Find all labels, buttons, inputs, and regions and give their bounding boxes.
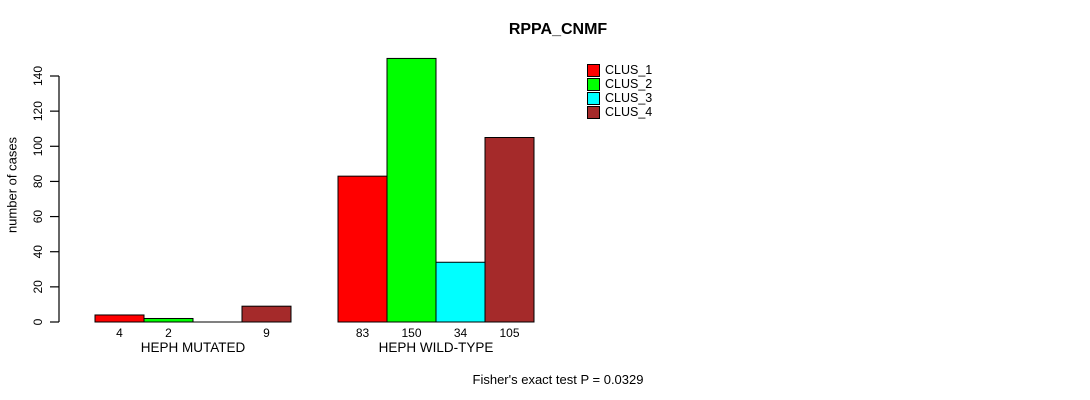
legend-color-swatch-CLUS_4 [587, 105, 600, 119]
y-axis-tick-label: 100 [31, 136, 45, 156]
legend-item-CLUS_3: CLUS_3 [587, 91, 652, 105]
bar-value-label: 150 [401, 326, 421, 340]
chart-title: RPPA_CNMF [508, 21, 608, 38]
legend-item-CLUS_4: CLUS_4 [587, 105, 652, 119]
y-axis-tick-label: 20 [31, 280, 45, 294]
bar-value-label: 105 [499, 326, 519, 340]
bar-value-label: 9 [263, 326, 270, 340]
legend-label: CLUS_1 [605, 63, 653, 77]
bar-CLUS_2-group1 [143, 317, 194, 323]
bar-CLUS_1-group1 [94, 314, 145, 323]
y-axis-tick-label: 80 [31, 174, 45, 188]
y-axis-tick-label: 40 [31, 245, 45, 259]
y-axis-tick-label: 0 [31, 318, 45, 325]
legend-label: CLUS_4 [605, 105, 653, 119]
legend-item-CLUS_2: CLUS_2 [587, 77, 652, 91]
legend: CLUS_1 CLUS_2 CLUS_3 CLUS_4 [587, 63, 652, 119]
bar-value-label: 34 [454, 326, 468, 340]
bar-CLUS_4-group1 [241, 305, 292, 323]
x-axis-group-label: HEPH WILD-TYPE [379, 340, 494, 355]
y-axis-label: number of cases [4, 136, 20, 234]
legend-item-CLUS_1: CLUS_1 [587, 63, 652, 77]
fisher-test-annotation: Fisher's exact test P = 0.0329 [472, 372, 644, 387]
bar-CLUS_4-group2 [484, 137, 535, 323]
legend-color-swatch-CLUS_2 [587, 77, 600, 91]
y-axis-tick-label: 60 [31, 210, 45, 224]
bar-CLUS_2-group2 [386, 57, 437, 323]
bar-value-label: 83 [356, 326, 370, 340]
y-axis-tick-label: 120 [31, 101, 45, 121]
bar-value-label: 4 [116, 326, 123, 340]
legend-color-swatch-CLUS_1 [587, 63, 600, 77]
bar-CLUS_3-group2 [435, 261, 486, 323]
bar-CLUS_1-group2 [337, 175, 388, 323]
bar-value-label: 2 [165, 326, 172, 340]
legend-label: CLUS_2 [605, 77, 653, 91]
x-axis-group-label: HEPH MUTATED [141, 340, 246, 355]
legend-color-swatch-CLUS_3 [587, 91, 600, 105]
y-axis-tick-label: 140 [31, 66, 45, 86]
legend-label: CLUS_3 [605, 91, 653, 105]
